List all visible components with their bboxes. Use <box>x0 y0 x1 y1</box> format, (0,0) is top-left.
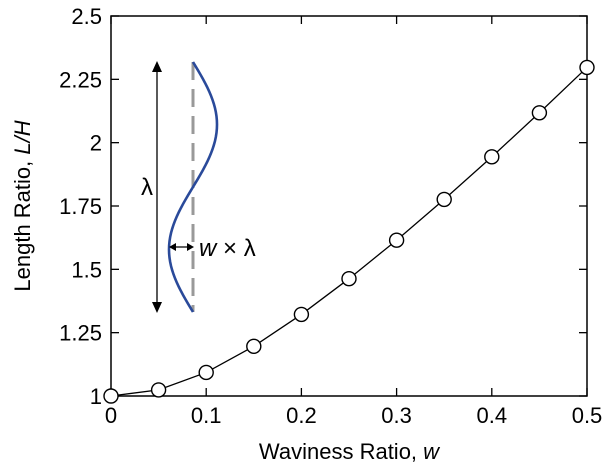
x-tick-label: 0.1 <box>191 403 222 428</box>
series-line <box>110 66 588 397</box>
wave-curve <box>167 61 219 313</box>
y-axis-label: Length Ratio, L/H <box>10 120 35 291</box>
data-point <box>293 306 310 323</box>
amplitude-label-var: w <box>199 235 218 262</box>
data-point <box>341 271 357 287</box>
data-point <box>388 232 405 248</box>
amplitude-arrow-head-left <box>169 243 176 251</box>
x-tick-label: 0.3 <box>381 403 412 428</box>
y-axis-label-text: Length Ratio, <box>10 155 35 292</box>
data-point <box>579 59 595 76</box>
amplitude-label-rest: × λ <box>216 235 255 262</box>
x-tick-label: 0.2 <box>286 403 317 428</box>
plot-frame <box>110 15 588 397</box>
y-tick-label: 1.25 <box>59 321 102 346</box>
data-point <box>484 149 500 165</box>
y-tick-label: 1 <box>90 384 102 409</box>
data-point <box>198 364 214 381</box>
x-axis-label-var: w <box>423 439 441 464</box>
tick-labels: 0 0.1 0.2 0.3 0.4 0.5 1 1.25 1.5 1.75 2 2.25 2.5 <box>59 4 602 428</box>
amplitude-arrow-head-right <box>187 243 194 251</box>
data-point <box>246 338 262 355</box>
wavelength-arrow-head-top <box>152 61 162 72</box>
x-axis-label: Waviness Ratio, w <box>259 439 441 464</box>
y-axis-label-var: L/H <box>10 120 35 154</box>
y-tick-label: 1.5 <box>71 257 102 282</box>
x-tick-label: 0.4 <box>477 403 508 428</box>
data-point <box>531 105 548 121</box>
amplitude-label: w × λ <box>199 235 256 262</box>
x-tick-label: 0.5 <box>572 403 603 428</box>
x-axis-label-text: Waviness Ratio, <box>259 439 423 464</box>
lambda-label: λ <box>141 174 153 201</box>
series-length-ratio <box>103 59 595 404</box>
y-tick-label: 2.5 <box>71 4 102 29</box>
y-tick-label: 1.75 <box>59 194 102 219</box>
wave-schematic-inset: λ w × λ <box>141 61 256 313</box>
y-tick-label: 2 <box>90 131 102 156</box>
data-point <box>150 382 167 398</box>
x-tick-label: 0 <box>105 403 117 428</box>
data-point <box>436 191 452 208</box>
data-point <box>103 388 119 404</box>
wavelength-arrow-head-bottom <box>152 302 162 313</box>
y-tick-label: 2.25 <box>59 67 102 92</box>
